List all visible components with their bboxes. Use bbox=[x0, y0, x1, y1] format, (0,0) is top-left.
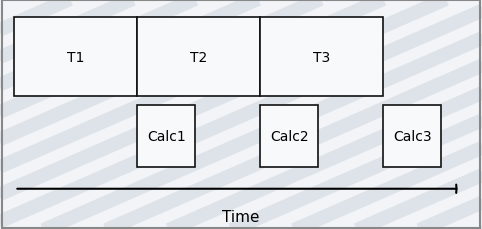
Bar bbox=[14, 18, 137, 96]
Text: T1: T1 bbox=[67, 50, 85, 64]
Text: T2: T2 bbox=[190, 50, 207, 64]
Bar bbox=[137, 18, 260, 96]
Text: Calc1: Calc1 bbox=[147, 129, 186, 143]
Text: Calc2: Calc2 bbox=[270, 129, 308, 143]
Bar bbox=[383, 105, 441, 167]
Text: T3: T3 bbox=[313, 50, 330, 64]
Bar bbox=[260, 18, 383, 96]
Text: Time: Time bbox=[222, 210, 260, 224]
Bar bbox=[137, 105, 195, 167]
Bar bbox=[260, 105, 318, 167]
Text: Calc3: Calc3 bbox=[393, 129, 431, 143]
